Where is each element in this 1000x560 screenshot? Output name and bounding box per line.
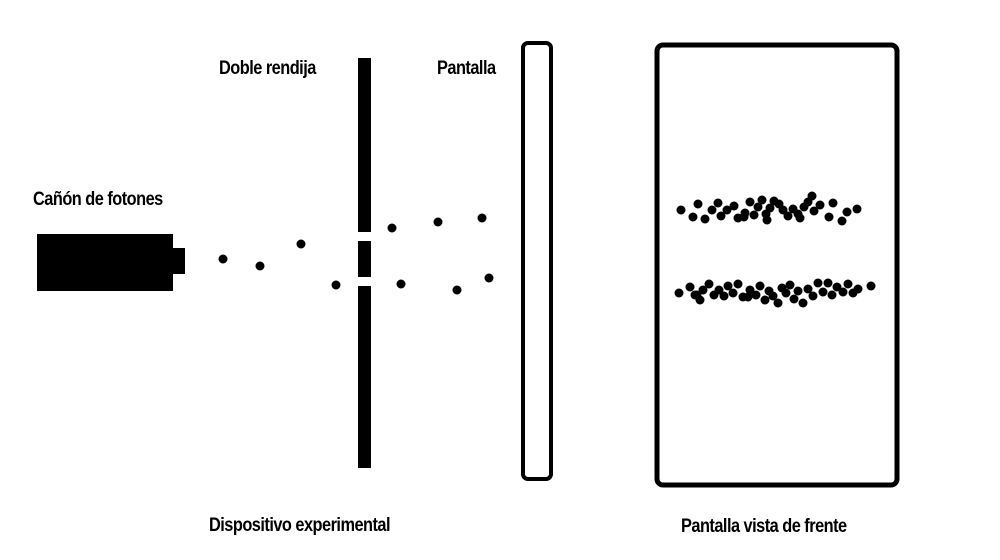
photon-hit: [763, 216, 772, 225]
photon-hit: [740, 213, 749, 222]
photon-hit: [752, 291, 761, 300]
photon-dot: [434, 218, 443, 227]
barrier-bottom-segment: [358, 286, 371, 468]
photon-hit: [829, 199, 838, 208]
photon-hit: [689, 213, 698, 222]
photon-hit: [761, 296, 770, 305]
photon-dot: [478, 214, 487, 223]
photon-hit: [758, 196, 767, 205]
photon-hit: [701, 215, 710, 224]
photon-hit: [854, 285, 863, 294]
photon-hit: [796, 214, 805, 223]
photon-hit: [838, 217, 847, 226]
photon-hit: [746, 198, 755, 207]
photon-hit: [686, 283, 695, 292]
photon-hit: [814, 279, 823, 288]
photon-hit: [790, 295, 799, 304]
photon-hit: [809, 292, 818, 301]
photon-hit: [729, 289, 738, 298]
photon-hit: [853, 205, 862, 214]
photon-hit: [744, 293, 753, 302]
photon-dot: [485, 274, 494, 283]
photon-dot: [256, 262, 265, 271]
photon-hit: [828, 291, 837, 300]
photon-hit: [750, 211, 759, 220]
photon-hit: [844, 280, 853, 289]
photon-dot: [397, 280, 406, 289]
photon-cannon: [37, 234, 185, 291]
barrier-top-segment: [358, 58, 371, 232]
photon-hit: [677, 206, 686, 215]
screen-front-view-frame: [657, 45, 897, 485]
photon-cannon-nozzle: [170, 248, 185, 274]
detection-screen-side: [523, 43, 551, 479]
photon-dot: [332, 281, 341, 290]
barrier-middle-segment: [358, 241, 371, 277]
photon-hit: [714, 199, 723, 208]
photon-dot: [453, 286, 462, 295]
photon-hit: [734, 280, 743, 289]
photon-hit: [816, 201, 825, 210]
photon-hit: [730, 202, 739, 211]
photon-hit: [774, 299, 783, 308]
photon-hit: [694, 200, 703, 209]
photon-hit: [705, 280, 714, 289]
photon-hit: [708, 206, 717, 215]
photon-hit: [799, 299, 808, 308]
photons-in-flight: [219, 214, 494, 295]
photon-hit: [839, 288, 848, 297]
photon-hit: [693, 291, 702, 300]
photon-dot: [219, 255, 228, 264]
photon-dot: [297, 240, 306, 249]
photon-hit: [867, 282, 876, 291]
photon-hit: [720, 292, 729, 301]
photon-hit: [786, 281, 795, 290]
photon-hit: [808, 192, 817, 201]
photon-hit: [756, 282, 765, 291]
photon-hit: [843, 208, 852, 217]
photon-hit: [794, 287, 803, 296]
photon-hit: [824, 279, 833, 288]
double-slit-barrier: [358, 58, 371, 468]
photon-hit: [825, 213, 834, 222]
photon-hit: [782, 289, 791, 298]
photon-cannon-body: [37, 234, 173, 291]
photon-hit: [819, 288, 828, 297]
photon-dot: [388, 224, 397, 233]
photon-hit: [675, 289, 684, 298]
